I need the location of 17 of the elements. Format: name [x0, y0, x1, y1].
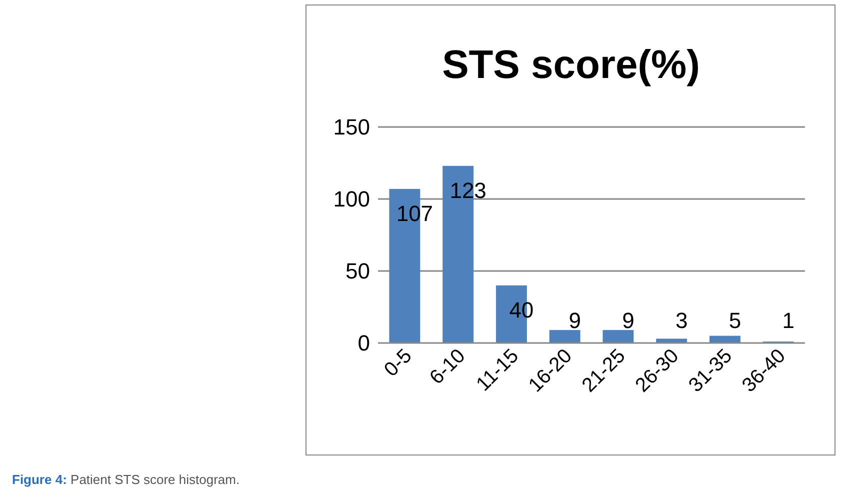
data-label: 9 — [622, 308, 634, 333]
bar — [549, 330, 580, 343]
bar — [656, 338, 688, 343]
y-tick-label: 0 — [358, 330, 370, 356]
data-label: 1 — [782, 308, 794, 333]
chart-title: STS score(%) — [442, 43, 700, 87]
data-label: 9 — [568, 308, 581, 333]
y-tick-label: 150 — [333, 114, 370, 140]
x-tick-label: 6-10 — [426, 344, 470, 389]
data-label: 5 — [728, 308, 742, 333]
bar — [602, 330, 634, 343]
y-tick-label: 50 — [346, 258, 370, 284]
bar — [709, 336, 740, 343]
data-label: 3 — [675, 308, 688, 333]
x-tick-label: 0-5 — [380, 344, 416, 381]
y-tick-label: 100 — [333, 186, 370, 212]
caption: Figure 4: Patient STS score histogram. — [12, 472, 240, 487]
